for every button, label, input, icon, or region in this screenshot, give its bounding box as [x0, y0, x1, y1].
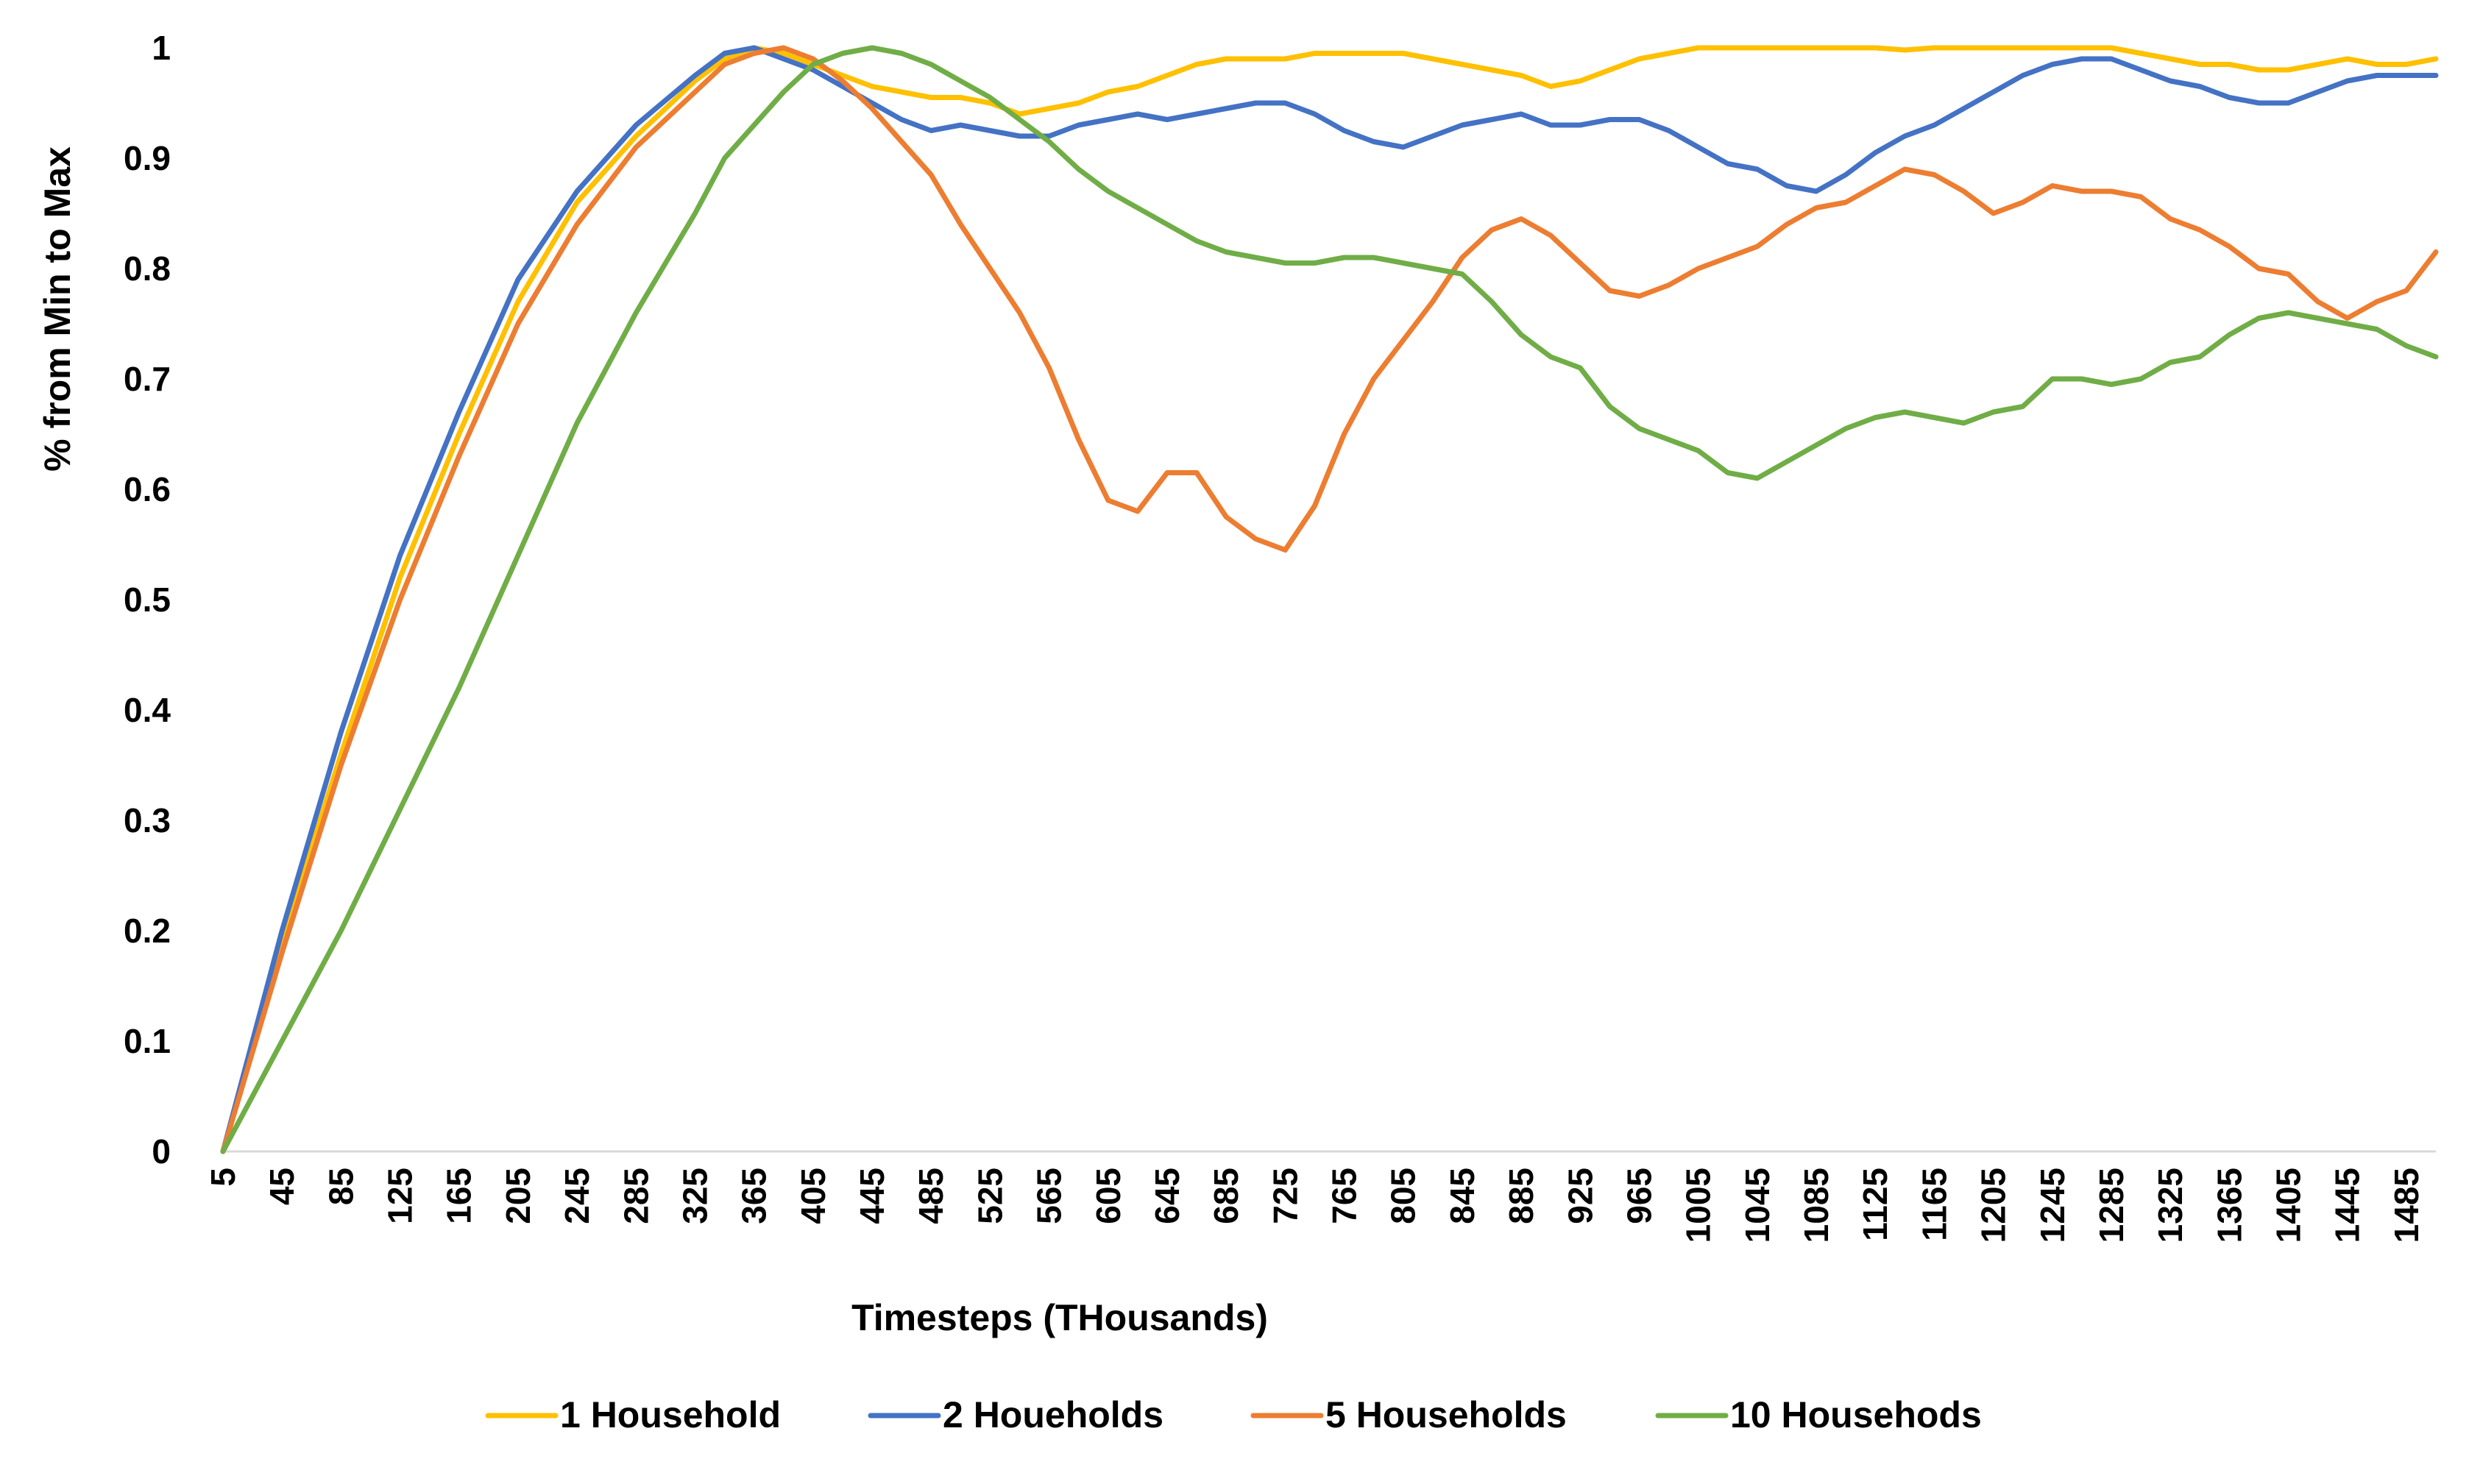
x-tick-label: 245 — [558, 1168, 596, 1224]
x-tick-label: 1165 — [1915, 1168, 1953, 1241]
x-tick-label: 645 — [1148, 1168, 1186, 1224]
x-tick-label: 445 — [853, 1168, 891, 1224]
x-tick-label: 205 — [499, 1168, 537, 1224]
y-tick-label: 0.3 — [124, 801, 171, 839]
x-tick-label: 1085 — [1797, 1168, 1835, 1243]
x-tick-label: 965 — [1620, 1168, 1658, 1224]
x-tick-label: 1285 — [2092, 1168, 2130, 1243]
y-tick-label: 0.5 — [124, 581, 171, 619]
x-tick-label: 125 — [381, 1168, 419, 1224]
x-axis-title: Timesteps (THousands) — [851, 1297, 1268, 1338]
x-tick-label: 845 — [1443, 1168, 1481, 1224]
x-tick-label: 365 — [735, 1168, 773, 1224]
x-tick-label: 1005 — [1679, 1168, 1718, 1243]
x-tick-label: 605 — [1089, 1168, 1127, 1224]
x-tick-label: 1365 — [2210, 1168, 2248, 1243]
series-line-1 — [220, 45, 2439, 1154]
x-tick-label: 1405 — [2270, 1168, 2308, 1243]
x-tick-label: 1445 — [2328, 1168, 2367, 1243]
legend: 1 Household 2 Houeholds 5 Households 10 Hou… — [485, 1394, 1982, 1435]
y-tick-label: 0.6 — [124, 470, 171, 508]
x-tick-label: 285 — [617, 1168, 655, 1224]
x-tick-label: 5 — [204, 1168, 242, 1187]
y-tick-label: 0.8 — [124, 249, 171, 288]
x-tick-label: 765 — [1325, 1168, 1364, 1224]
x-tick-label: 1485 — [2387, 1168, 2426, 1243]
legend-label-1: 1 Household — [560, 1394, 781, 1435]
x-tick-label: 45 — [263, 1168, 301, 1205]
y-tick-label: 0.7 — [124, 360, 171, 398]
x-tick-label: 525 — [971, 1168, 1009, 1224]
x-tick-label: 685 — [1207, 1168, 1245, 1224]
x-tick-label: 1245 — [2033, 1168, 2072, 1243]
y-tick-label: 0 — [152, 1132, 171, 1171]
x-tick-label: 165 — [440, 1168, 478, 1224]
x-tick-label: 725 — [1266, 1168, 1304, 1224]
x-tick-label: 405 — [794, 1168, 832, 1224]
x-tick-label: 1125 — [1856, 1168, 1894, 1241]
x-tick-labels: 5 45 85 125 165 205 245 285 325 365 405 445 485 525 56… — [204, 1168, 2426, 1243]
y-axis-title: % from Min to Max — [37, 146, 78, 472]
x-tick-label: 925 — [1561, 1168, 1599, 1224]
x-tick-label: 1045 — [1738, 1168, 1777, 1243]
y-tick-label: 0.4 — [124, 691, 171, 729]
legend-label-4: 10 Househods — [1730, 1394, 1982, 1435]
x-tick-label: 1205 — [1974, 1168, 2013, 1243]
x-tick-label: 805 — [1384, 1168, 1423, 1224]
y-tick-labels: 0 0.1 0.2 0.3 0.4 0.5 0.6 0.7 0.8 0.9 1 — [124, 29, 171, 1171]
y-tick-label: 0.2 — [124, 912, 171, 950]
series-line-3 — [220, 45, 2439, 1154]
x-tick-label: 1325 — [2151, 1168, 2189, 1243]
x-tick-label: 885 — [1502, 1168, 1540, 1224]
series-line-2 — [220, 45, 2439, 1154]
legend-label-3: 5 Households — [1325, 1394, 1567, 1435]
x-tick-label: 85 — [322, 1168, 360, 1205]
y-tick-label: 0.1 — [124, 1022, 171, 1060]
x-tick-label: 565 — [1030, 1168, 1069, 1224]
x-tick-label: 325 — [676, 1168, 714, 1224]
y-tick-label: 1 — [152, 29, 171, 67]
y-tick-label: 0.9 — [124, 139, 171, 177]
series-line-4 — [220, 45, 2439, 1154]
series-layer — [220, 45, 2439, 1154]
legend-label-2: 2 Houeholds — [943, 1394, 1163, 1435]
x-tick-label: 485 — [912, 1168, 950, 1224]
